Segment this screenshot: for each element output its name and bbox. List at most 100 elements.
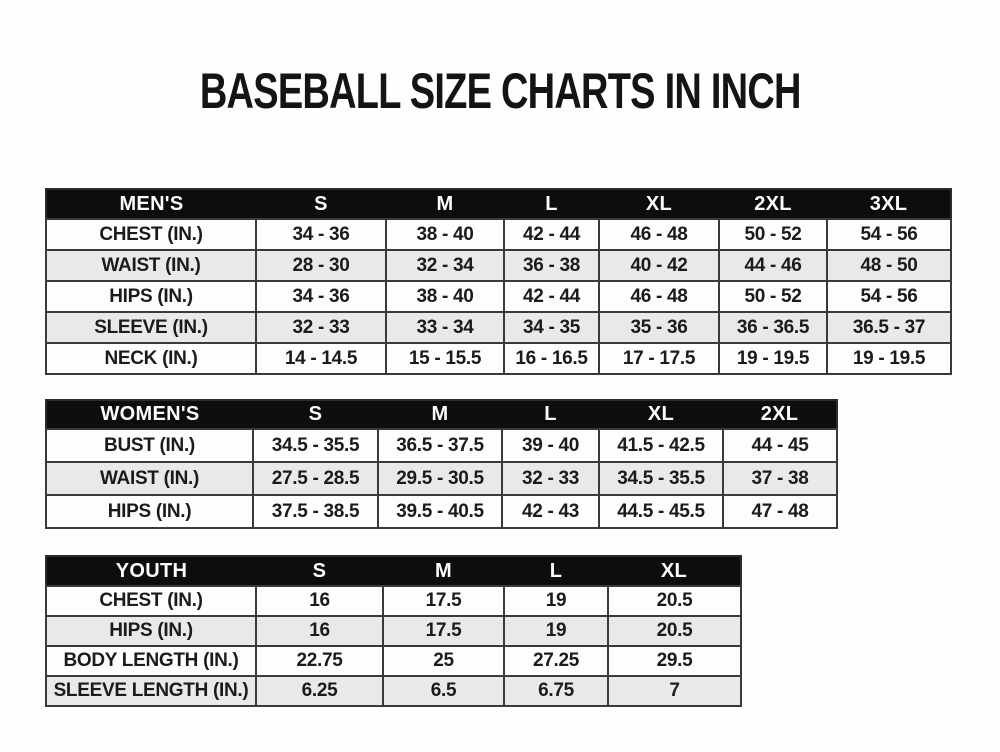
value-cell: 50 - 52 — [718, 218, 828, 251]
table-row: HIPS (IN.) 16 17.5 19 20.5 — [45, 615, 742, 647]
size-table-youth: YOUTH S M L XL CHEST (IN.) 16 17.5 19 20.5 HIPS (I… — [45, 555, 742, 707]
value-cell: 34 - 36 — [255, 280, 387, 313]
value-cell: 29.5 - 30.5 — [377, 461, 503, 496]
value-cell: 6.5 — [382, 675, 505, 707]
value-cell: 34.5 - 35.5 — [598, 461, 724, 496]
header-cell: S — [256, 189, 386, 219]
row-label-cell: WAIST (IN.) — [45, 249, 257, 282]
size-table-mens: MEN'S S M L XL 2XL 3XL CHEST (IN.) 34 - 36 38 - 4… — [45, 188, 952, 375]
value-cell: 47 - 48 — [722, 494, 838, 529]
value-cell: 34 - 36 — [255, 218, 387, 251]
table-row: CHEST (IN.) 16 17.5 19 20.5 — [45, 585, 742, 617]
table-header-row: YOUTH S M L XL — [46, 556, 741, 586]
value-cell: 34 - 35 — [503, 311, 600, 344]
value-cell: 17.5 — [382, 615, 505, 647]
table-row: BODY LENGTH (IN.) 22.75 25 27.25 29.5 — [45, 645, 742, 677]
header-cell: XL — [599, 189, 719, 219]
value-cell: 20.5 — [607, 585, 742, 617]
page-title-wrap: BASEBALL SIZE CHARTS IN INCH — [0, 62, 1000, 120]
value-cell: 39.5 - 40.5 — [377, 494, 503, 529]
value-cell: 32 - 34 — [385, 249, 505, 282]
value-cell: 36 - 38 — [503, 249, 600, 282]
value-cell: 35 - 36 — [598, 311, 720, 344]
table-row: NECK (IN.) 14 - 14.5 15 - 15.5 16 - 16.5 17 … — [45, 342, 952, 375]
value-cell: 42 - 44 — [503, 280, 600, 313]
value-cell: 36.5 - 37 — [826, 311, 952, 344]
table-title-cell: YOUTH — [46, 556, 256, 586]
value-cell: 15 - 15.5 — [385, 342, 505, 375]
value-cell: 19 - 19.5 — [826, 342, 952, 375]
size-table-womens: WOMEN'S S M L XL 2XL BUST (IN.) 34.5 - 35.5 36.5… — [45, 399, 838, 529]
header-cell: XL — [599, 400, 723, 429]
row-label-cell: SLEEVE LENGTH (IN.) — [45, 675, 257, 707]
table-row: SLEEVE LENGTH (IN.) 6.25 6.5 6.75 7 — [45, 675, 742, 707]
value-cell: 6.75 — [503, 675, 609, 707]
value-cell: 27.25 — [503, 645, 609, 677]
value-cell: 42 - 43 — [501, 494, 600, 529]
header-cell: S — [253, 400, 378, 429]
value-cell: 20.5 — [607, 615, 742, 647]
value-cell: 29.5 — [607, 645, 742, 677]
table-header-row: MEN'S S M L XL 2XL 3XL — [46, 189, 951, 219]
value-cell: 36 - 36.5 — [718, 311, 828, 344]
value-cell: 36.5 - 37.5 — [377, 428, 503, 463]
value-cell: 40 - 42 — [598, 249, 720, 282]
table-row: CHEST (IN.) 34 - 36 38 - 40 42 - 44 46 - 48 5… — [45, 218, 952, 251]
table-row: WAIST (IN.) 28 - 30 32 - 34 36 - 38 40 - 42 4… — [45, 249, 952, 282]
value-cell: 32 - 33 — [501, 461, 600, 496]
value-cell: 54 - 56 — [826, 218, 952, 251]
table-row: SLEEVE (IN.) 32 - 33 33 - 34 34 - 35 35 - 36… — [45, 311, 952, 344]
value-cell: 19 — [503, 585, 609, 617]
value-cell: 17 - 17.5 — [598, 342, 720, 375]
value-cell: 32 - 33 — [255, 311, 387, 344]
value-cell: 46 - 48 — [598, 218, 720, 251]
header-cell: 2XL — [719, 189, 827, 219]
value-cell: 14 - 14.5 — [255, 342, 387, 375]
value-cell: 39 - 40 — [501, 428, 600, 463]
value-cell: 41.5 - 42.5 — [598, 428, 724, 463]
value-cell: 16 — [255, 615, 384, 647]
header-cell: M — [378, 400, 502, 429]
header-cell: M — [386, 189, 504, 219]
value-cell: 25 — [382, 645, 505, 677]
row-label-cell: BODY LENGTH (IN.) — [45, 645, 257, 677]
row-label-cell: SLEEVE (IN.) — [45, 311, 257, 344]
header-cell: 2XL — [723, 400, 837, 429]
value-cell: 46 - 48 — [598, 280, 720, 313]
header-cell: XL — [608, 556, 741, 586]
table-row: WAIST (IN.) 27.5 - 28.5 29.5 - 30.5 32 - 33… — [45, 461, 838, 496]
header-cell: L — [504, 189, 599, 219]
value-cell: 16 - 16.5 — [503, 342, 600, 375]
value-cell: 44 - 45 — [722, 428, 838, 463]
value-cell: 22.75 — [255, 645, 384, 677]
value-cell: 7 — [607, 675, 742, 707]
value-cell: 27.5 - 28.5 — [252, 461, 379, 496]
value-cell: 19 - 19.5 — [718, 342, 828, 375]
value-cell: 28 - 30 — [255, 249, 387, 282]
row-label-cell: CHEST (IN.) — [45, 218, 257, 251]
value-cell: 6.25 — [255, 675, 384, 707]
value-cell: 54 - 56 — [826, 280, 952, 313]
value-cell: 38 - 40 — [385, 218, 505, 251]
value-cell: 16 — [255, 585, 384, 617]
header-cell: L — [502, 400, 599, 429]
value-cell: 33 - 34 — [385, 311, 505, 344]
value-cell: 19 — [503, 615, 609, 647]
value-cell: 42 - 44 — [503, 218, 600, 251]
row-label-cell: CHEST (IN.) — [45, 585, 257, 617]
table-row: BUST (IN.) 34.5 - 35.5 36.5 - 37.5 39 - 40 4… — [45, 428, 838, 463]
value-cell: 34.5 - 35.5 — [252, 428, 379, 463]
value-cell: 44 - 46 — [718, 249, 828, 282]
row-label-cell: NECK (IN.) — [45, 342, 257, 375]
row-label-cell: BUST (IN.) — [45, 428, 254, 463]
row-label-cell: HIPS (IN.) — [45, 494, 254, 529]
table-row: HIPS (IN.) 37.5 - 38.5 39.5 - 40.5 42 - 43 4… — [45, 494, 838, 529]
value-cell: 37 - 38 — [722, 461, 838, 496]
header-cell: S — [256, 556, 383, 586]
value-cell: 17.5 — [382, 585, 505, 617]
row-label-cell: WAIST (IN.) — [45, 461, 254, 496]
value-cell: 48 - 50 — [826, 249, 952, 282]
table-title-cell: WOMEN'S — [46, 400, 253, 429]
value-cell: 38 - 40 — [385, 280, 505, 313]
